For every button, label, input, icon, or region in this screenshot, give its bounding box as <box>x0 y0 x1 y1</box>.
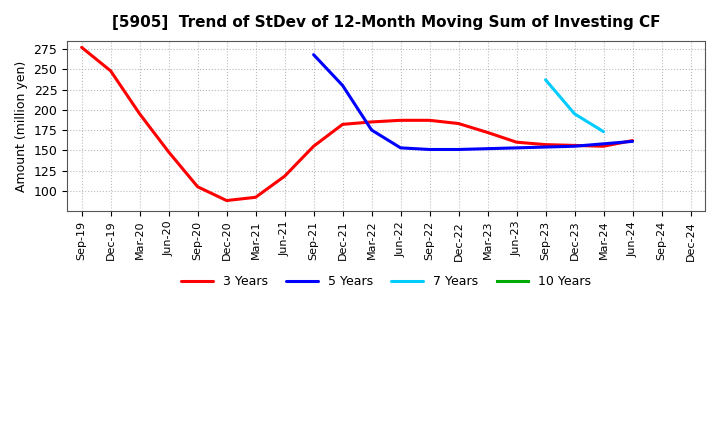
3 Years <box>193 184 202 189</box>
3 Years <box>483 130 492 135</box>
5 Years <box>310 52 318 57</box>
5 Years <box>483 146 492 151</box>
3 Years <box>310 143 318 149</box>
5 Years <box>541 144 550 150</box>
5 Years <box>426 147 434 152</box>
7 Years <box>541 77 550 82</box>
7 Years <box>599 129 608 134</box>
Line: 5 Years: 5 Years <box>314 55 632 150</box>
3 Years <box>280 174 289 179</box>
3 Years <box>367 119 376 125</box>
5 Years <box>396 145 405 150</box>
3 Years <box>599 143 608 149</box>
3 Years <box>396 117 405 123</box>
3 Years <box>164 149 173 154</box>
3 Years <box>77 45 86 50</box>
3 Years <box>628 138 636 143</box>
3 Years <box>541 142 550 147</box>
5 Years <box>570 143 579 149</box>
Line: 3 Years: 3 Years <box>81 48 632 201</box>
5 Years <box>512 145 521 150</box>
Line: 7 Years: 7 Years <box>546 80 603 132</box>
5 Years <box>454 147 463 152</box>
3 Years <box>512 139 521 145</box>
Y-axis label: Amount (million yen): Amount (million yen) <box>15 60 28 191</box>
7 Years <box>570 111 579 117</box>
3 Years <box>338 122 347 127</box>
3 Years <box>426 117 434 123</box>
Legend: 3 Years, 5 Years, 7 Years, 10 Years: 3 Years, 5 Years, 7 Years, 10 Years <box>176 270 596 293</box>
3 Years <box>222 198 231 203</box>
3 Years <box>570 143 579 148</box>
5 Years <box>628 139 636 144</box>
3 Years <box>107 68 115 73</box>
3 Years <box>251 194 260 200</box>
5 Years <box>367 128 376 133</box>
3 Years <box>454 121 463 126</box>
Title: [5905]  Trend of StDev of 12-Month Moving Sum of Investing CF: [5905] Trend of StDev of 12-Month Moving… <box>112 15 660 30</box>
3 Years <box>135 111 144 117</box>
5 Years <box>599 141 608 147</box>
5 Years <box>338 83 347 88</box>
